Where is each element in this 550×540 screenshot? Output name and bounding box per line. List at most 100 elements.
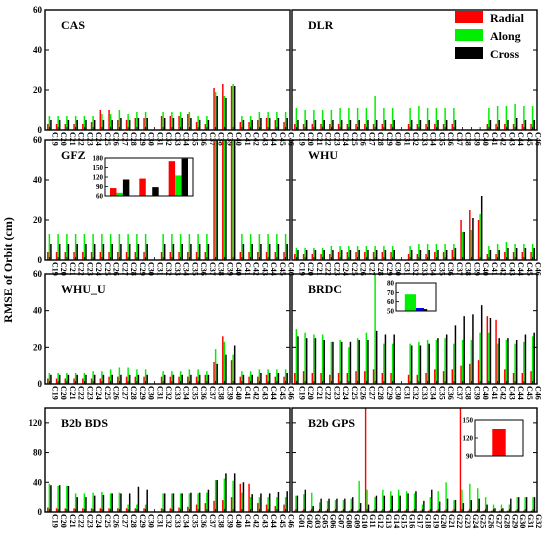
bar-radial-c21 [64, 378, 67, 384]
bar-along-c37 [206, 234, 208, 260]
bar-along-c41 [488, 246, 490, 260]
bar-along-c24 [92, 371, 94, 384]
x-tick-label: C37 [208, 514, 217, 528]
bar-radial-c30 [390, 252, 392, 260]
bar-along-c35 [188, 369, 191, 384]
bar-radial-c37 [451, 124, 454, 130]
bar-radial-c45 [274, 376, 277, 384]
bar-cross-c20 [58, 120, 61, 130]
x-tick-label: C23 [332, 132, 341, 146]
bar-cross-c40 [233, 473, 236, 512]
y-tick-label: 20 [33, 85, 43, 95]
y-tick-label: 0 [38, 125, 43, 135]
bar-cross-g05 [320, 498, 322, 512]
bar-cross-c33 [419, 120, 422, 130]
bar-along-c34 [179, 371, 182, 384]
bar-along-c45 [276, 234, 278, 260]
bar-cross-c19 [297, 336, 299, 384]
bar-cross-c34 [181, 493, 183, 512]
bar-cross-c27 [120, 374, 122, 384]
bar-along-c42 [496, 343, 499, 384]
inset-tick-label: 180 [93, 155, 104, 163]
bar-radial-c33 [416, 254, 419, 260]
x-tick-label: G22 [455, 514, 464, 528]
bar-cross-c34 [428, 120, 430, 130]
bar-along-g10 [358, 480, 360, 512]
bar-along-c40 [232, 84, 234, 130]
bar-cross-c23 [85, 374, 87, 384]
bar-cross-g24 [470, 500, 472, 512]
bar-radial-c45 [274, 506, 277, 512]
bar-radial-c27 [364, 371, 366, 384]
bar-radial-c46 [530, 124, 532, 130]
x-tick-label: C21 [68, 262, 77, 276]
bar-along-c36 [197, 234, 199, 260]
bar-along-c23 [83, 373, 86, 384]
bar-cross-c22 [76, 120, 78, 130]
bar-group [47, 140, 288, 260]
bar-radial-c32 [407, 374, 410, 384]
bar-along-c21 [66, 486, 68, 512]
bar-along-c38 [214, 140, 217, 260]
panel-b2b-bds: 0 40 80 120 C19 C20 C21 C22 C23 C24 C25 C26 C27 C28 C2… [29, 407, 296, 528]
plot-frame [291, 139, 538, 261]
bar-along-c44 [267, 497, 269, 512]
x-tick-label: C26 [359, 386, 368, 400]
bar-cross-c29 [384, 120, 387, 130]
bar-radial-c43 [257, 120, 259, 130]
bar-radial-c28 [125, 376, 128, 384]
bar-along-g11 [366, 489, 368, 512]
bar-cross-c24 [93, 495, 96, 512]
bar-radial-c30 [143, 118, 145, 130]
bar-radial-g28 [499, 510, 501, 512]
bar-cross-c24 [93, 244, 96, 260]
bar-radial-c22 [73, 378, 75, 384]
bar-along-c33 [171, 234, 173, 260]
x-tick-label: G14 [392, 514, 401, 528]
bar-along-c29 [383, 108, 385, 130]
bar-along-c43 [258, 112, 261, 130]
bar-cross-g20 [438, 501, 441, 512]
bar-group [294, 274, 535, 384]
bar-cross-c35 [437, 120, 439, 130]
bar-along-c36 [444, 244, 446, 260]
bar-cross-g02 [304, 489, 307, 512]
x-tick-label: G29 [510, 514, 519, 528]
bar-cross-c33 [172, 374, 175, 384]
bar-cross-c36 [198, 492, 201, 512]
x-tick-label: C41 [490, 262, 499, 276]
bar-along-c23 [330, 341, 333, 384]
x-tick-label: C44 [516, 132, 525, 146]
bar-radial-g29 [507, 510, 509, 512]
bar-cross-c37 [454, 120, 457, 130]
bar-radial-c24 [90, 508, 93, 512]
bar-radial-c28 [125, 120, 128, 130]
bar-along-g19 [429, 497, 432, 512]
bar-along-c38 [461, 232, 464, 260]
x-tick-label: C42 [499, 386, 508, 400]
x-tick-label: C37 [208, 262, 217, 276]
x-tick-label: C33 [420, 262, 429, 276]
y-tick-label: 40 [33, 306, 43, 316]
bar-radial-c45 [521, 252, 524, 260]
x-tick-label: C30 [394, 132, 403, 146]
bar-along-c21 [313, 334, 315, 384]
x-tick-label: C34 [182, 386, 191, 400]
x-tick-label: C31 [155, 514, 164, 528]
bar-cross-c42 [498, 250, 500, 260]
bar-cross-c19 [297, 120, 299, 130]
bar-radial-c29 [134, 508, 137, 512]
inset-tick-label: 120 [93, 174, 104, 182]
bar-radial-c45 [274, 120, 277, 130]
bar-along-c30 [144, 234, 147, 260]
bar-cross-g10 [359, 503, 362, 512]
bar-cross-c21 [314, 120, 317, 130]
x-tick-label: C32 [164, 514, 173, 528]
bar-cross-c41 [242, 244, 245, 260]
x-tick-label: C26 [112, 132, 121, 146]
bar-cross-c45 [524, 334, 527, 384]
bar-cross-c32 [163, 374, 166, 384]
bar-along-c38 [214, 480, 217, 512]
bar-radial-c29 [381, 124, 384, 130]
bar-along-g23 [461, 489, 463, 512]
